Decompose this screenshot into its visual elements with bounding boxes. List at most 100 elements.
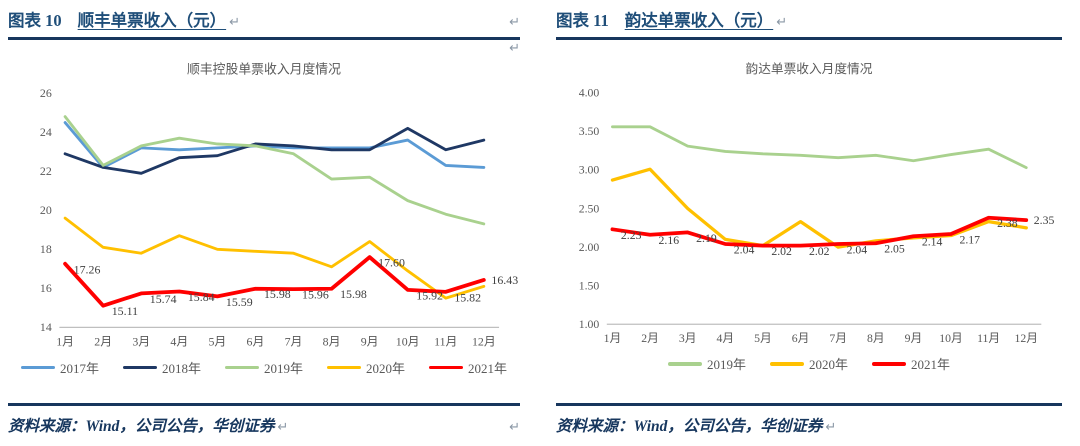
y-tick-label: 26 — [40, 86, 52, 100]
legend-item-2020年: 2020年 — [327, 358, 405, 377]
legend-swatch — [122, 365, 157, 370]
legend-swatch — [20, 365, 55, 370]
legend-label: 2020年 — [366, 360, 406, 376]
legend-item-2017年: 2017年 — [20, 358, 99, 377]
y-tick-label: 2.00 — [579, 241, 600, 254]
source-note-row: 资料来源：Wind，公司公告，华创证券 ↵ — [556, 403, 1062, 436]
y-tick-label: 3.00 — [579, 164, 600, 177]
data-label: 2.04 — [734, 243, 755, 256]
x-tick-label: 8月 — [323, 334, 341, 348]
paragraph-mark-icon: ↵ — [509, 419, 520, 434]
legend-swatch — [769, 362, 804, 366]
data-label: 15.98 — [340, 287, 367, 301]
data-label: 2.19 — [696, 232, 717, 245]
x-tick-label: 12月 — [472, 334, 496, 348]
x-tick-label: 2月 — [641, 332, 659, 345]
data-label: 15.59 — [226, 295, 253, 309]
x-tick-label: 10月 — [396, 334, 420, 348]
x-tick-label: 11月 — [977, 332, 1000, 345]
x-tick-label: 9月 — [361, 334, 379, 348]
paragraph-mark-icon: ↵ — [509, 40, 520, 55]
legend-item-2018年: 2018年 — [122, 358, 201, 377]
data-label: 2.16 — [659, 234, 680, 247]
x-tick-label: 2月 — [94, 334, 112, 348]
x-tick-label: 7月 — [829, 332, 847, 345]
figure-label: 图表 10 — [8, 11, 62, 30]
data-label: 15.96 — [302, 288, 329, 302]
data-label: 2.02 — [809, 245, 830, 258]
y-tick-label: 20 — [40, 203, 52, 217]
series-line-2019年 — [611, 125, 1028, 170]
x-tick-label: 5月 — [754, 332, 772, 345]
data-label: 15.11 — [112, 304, 138, 318]
data-label: 17.26 — [74, 262, 101, 276]
data-label: 17.60 — [378, 256, 405, 270]
x-tick-label: 6月 — [247, 334, 265, 348]
x-tick-label: 5月 — [208, 334, 226, 348]
legend-label: 2021年 — [911, 357, 951, 373]
x-tick-label: 11月 — [434, 334, 457, 348]
x-tick-label: 10月 — [939, 332, 963, 345]
series-line-2018年 — [63, 126, 486, 175]
data-label: 2.02 — [771, 245, 792, 258]
x-tick-label: 7月 — [285, 334, 303, 348]
data-label: 15.84 — [188, 290, 215, 304]
chart-title: 韵达单票收入月度情况 — [746, 61, 873, 76]
figure-header: 图表 11 韵达单票收入（元） ↵ — [556, 0, 1062, 40]
y-tick-label: 3.50 — [579, 125, 600, 138]
legend-swatch — [327, 365, 361, 370]
legend-label: 2018年 — [161, 360, 201, 376]
sf-chart-legend: 2017年 2018年 2019年 2020年 2021年 — [8, 358, 520, 377]
legend-swatch — [872, 362, 906, 366]
y-tick-label: 2.50 — [579, 202, 600, 215]
source-note-row: 资料来源：Wind，公司公告，华创证券 ↵ ↵ — [8, 403, 520, 436]
figure-title: 韵达单票收入（元） — [624, 11, 774, 30]
legend-item-2019年: 2019年 — [224, 358, 303, 377]
legend-label: 2021年 — [468, 360, 508, 376]
legend-label: 2017年 — [59, 360, 99, 376]
y-tick-label: 4.00 — [579, 87, 600, 100]
legend-label: 2020年 — [808, 357, 848, 373]
legend-swatch — [224, 365, 259, 370]
paragraph-mark-icon: ↵ — [509, 14, 520, 29]
legend-item-2020年: 2020年 — [769, 354, 848, 373]
y-tick-label: 1.50 — [579, 279, 600, 292]
chart-figure-sf: 顺丰控股单票收入月度情况 26 24 22 20 18 16 14 1月 2月 3月 4月 5月 6月 7月… — [8, 59, 520, 377]
chart-figure-yunda: 韵达单票收入月度情况 4.00 3.50 3.00 2.50 2.00 1.50 1.00 1月… — [556, 59, 1062, 373]
y-tick-label: 1.00 — [579, 318, 600, 331]
legend-swatch — [429, 365, 464, 370]
legend-swatch — [667, 362, 702, 366]
x-tick-label: 1月 — [604, 332, 622, 345]
y-tick-label: 16 — [40, 281, 52, 295]
y-tick-label: 22 — [40, 164, 52, 178]
data-label: 15.98 — [264, 287, 291, 301]
paragraph-mark-icon: ↵ — [277, 419, 289, 434]
figure-header: 图表 10 顺丰单票收入（元） ↵ ↵ — [8, 0, 520, 40]
y-tick-label: 14 — [40, 320, 52, 334]
data-label: 15.82 — [454, 290, 481, 304]
legend-label: 2019年 — [706, 357, 746, 373]
data-label: 15.74 — [150, 292, 177, 306]
data-label: 2.17 — [959, 233, 980, 246]
blank-paragraph-line: ↵ — [8, 40, 520, 57]
panel-figure-11: 图表 11 韵达单票收入（元） ↵ 韵达单票收入月度情况 4.00 3.50 3.00… — [540, 0, 1080, 446]
x-tick-label: 3月 — [132, 334, 150, 348]
series-line-2019年 — [63, 115, 486, 226]
paragraph-mark-icon: ↵ — [825, 419, 837, 434]
yunda-line-chart: 韵达单票收入月度情况 4.00 3.50 3.00 2.50 2.00 1.50 1.00 1月… — [579, 61, 1055, 345]
x-tick-label: 3月 — [679, 332, 697, 345]
series-line-2021年 — [610, 215, 1029, 248]
source-note: 资料来源：Wind，公司公告，华创证券 — [8, 418, 275, 435]
data-label: 2.05 — [884, 243, 905, 256]
series-line-2017年 — [63, 121, 486, 169]
panel-figure-10: 图表 10 顺丰单票收入（元） ↵ ↵ ↵ 顺丰控股单票收入月度情况 26 24 22… — [8, 0, 520, 436]
legend-item-2019年: 2019年 — [667, 354, 746, 373]
paragraph-mark-icon: ↵ — [776, 14, 788, 29]
data-label: 16.43 — [491, 273, 518, 287]
data-label: 15.92 — [416, 288, 443, 302]
series-line-2020年 — [63, 216, 486, 300]
x-tick-label: 4月 — [716, 332, 734, 345]
x-tick-label: 12月 — [1015, 332, 1039, 345]
data-label: 2.04 — [847, 243, 868, 256]
